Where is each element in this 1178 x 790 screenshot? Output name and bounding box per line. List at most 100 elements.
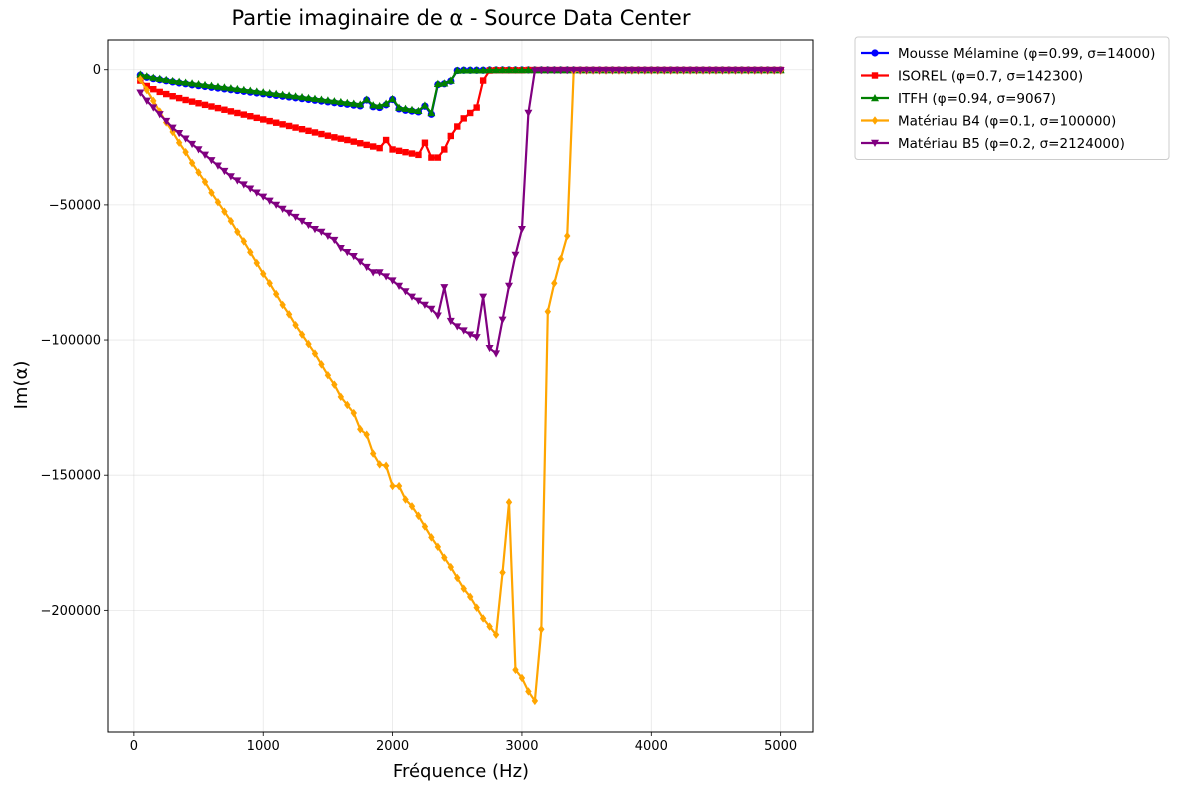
data-point bbox=[402, 495, 409, 504]
data-point bbox=[356, 100, 365, 108]
data-point bbox=[453, 323, 462, 331]
data-point bbox=[472, 334, 481, 342]
data-point bbox=[181, 78, 190, 86]
data-point bbox=[517, 226, 526, 234]
data-point bbox=[220, 83, 229, 91]
data-point bbox=[168, 124, 177, 132]
data-point bbox=[395, 481, 403, 491]
data-point bbox=[234, 109, 241, 117]
data-point bbox=[407, 293, 416, 301]
data-point bbox=[278, 90, 287, 98]
data-point bbox=[408, 502, 416, 511]
data-point bbox=[317, 95, 326, 103]
data-point bbox=[389, 146, 396, 153]
data-point bbox=[433, 79, 442, 87]
data-point bbox=[543, 67, 552, 75]
data-point bbox=[763, 67, 772, 75]
data-point bbox=[233, 177, 242, 185]
y-tick-label: −50000 bbox=[49, 198, 101, 213]
data-point bbox=[272, 89, 281, 97]
legend-label: Matériau B4 (φ=0.1, σ=100000) bbox=[898, 114, 1116, 130]
data-point bbox=[285, 310, 293, 319]
data-point bbox=[149, 104, 158, 112]
data-point bbox=[414, 106, 423, 115]
data-point bbox=[324, 132, 332, 139]
data-point bbox=[466, 66, 475, 74]
data-point bbox=[440, 284, 449, 292]
data-point bbox=[336, 244, 345, 253]
data-point bbox=[240, 111, 248, 118]
data-point bbox=[479, 66, 488, 74]
data-point bbox=[505, 498, 513, 507]
data-point bbox=[182, 96, 189, 104]
data-point bbox=[460, 115, 467, 122]
data-point bbox=[253, 114, 260, 122]
data-point bbox=[247, 113, 254, 120]
legend-entry: Matériau B4 (φ=0.1, σ=100000) bbox=[861, 114, 1116, 130]
data-point bbox=[201, 177, 209, 187]
data-point bbox=[188, 158, 196, 168]
data-point bbox=[375, 101, 384, 110]
data-point bbox=[427, 108, 436, 117]
data-point bbox=[344, 400, 351, 410]
data-point bbox=[350, 408, 357, 418]
data-point bbox=[388, 277, 397, 285]
data-point bbox=[467, 109, 474, 117]
data-point bbox=[595, 67, 604, 75]
data-point bbox=[569, 67, 578, 75]
data-point bbox=[195, 100, 202, 107]
data-point bbox=[369, 449, 377, 458]
data-point bbox=[776, 67, 785, 75]
data-point bbox=[415, 511, 422, 520]
x-tick-label: 1000 bbox=[247, 739, 280, 754]
data-point bbox=[143, 85, 151, 95]
data-point bbox=[208, 103, 215, 110]
data-point bbox=[608, 67, 617, 75]
data-point bbox=[226, 173, 235, 181]
data-point bbox=[292, 320, 299, 330]
data-point bbox=[259, 88, 268, 96]
data-point bbox=[634, 67, 643, 75]
y-axis-title: Im(α) bbox=[11, 361, 32, 410]
data-point bbox=[343, 98, 352, 106]
data-point bbox=[511, 251, 520, 259]
data-point bbox=[479, 77, 487, 84]
data-point bbox=[485, 66, 494, 74]
legend-marker bbox=[871, 116, 879, 125]
data-point bbox=[627, 67, 636, 75]
data-point bbox=[343, 248, 352, 257]
data-point bbox=[272, 119, 280, 126]
data-point bbox=[188, 79, 197, 87]
data-point bbox=[266, 279, 273, 288]
data-point bbox=[376, 460, 383, 469]
data-point bbox=[711, 67, 720, 75]
data-point bbox=[389, 481, 396, 491]
data-point bbox=[589, 67, 598, 75]
data-point bbox=[395, 282, 404, 290]
data-point bbox=[317, 228, 326, 236]
data-point bbox=[492, 630, 500, 639]
data-point bbox=[239, 181, 248, 189]
axis-ticks: 0 1000 2000 3000 4000 5000 0 −50000 −100000 −1500… bbox=[40, 63, 797, 754]
data-point bbox=[576, 67, 585, 75]
data-point bbox=[415, 151, 422, 159]
y-tick-label: 0 bbox=[93, 63, 101, 78]
data-point bbox=[466, 331, 475, 339]
data-point bbox=[285, 122, 293, 130]
data-point bbox=[201, 80, 210, 89]
data-point bbox=[155, 74, 164, 82]
data-point bbox=[420, 301, 429, 309]
data-point bbox=[162, 117, 171, 126]
data-point bbox=[563, 67, 572, 75]
data-point bbox=[285, 91, 294, 99]
x-tick-label: 0 bbox=[130, 739, 138, 754]
data-point bbox=[647, 67, 656, 75]
data-point bbox=[266, 117, 273, 125]
data-point bbox=[401, 288, 410, 296]
data-point bbox=[447, 132, 454, 140]
data-point bbox=[459, 327, 468, 335]
data-point bbox=[298, 330, 306, 339]
data-point bbox=[770, 67, 779, 75]
data-point bbox=[744, 67, 753, 75]
data-point bbox=[311, 349, 319, 358]
